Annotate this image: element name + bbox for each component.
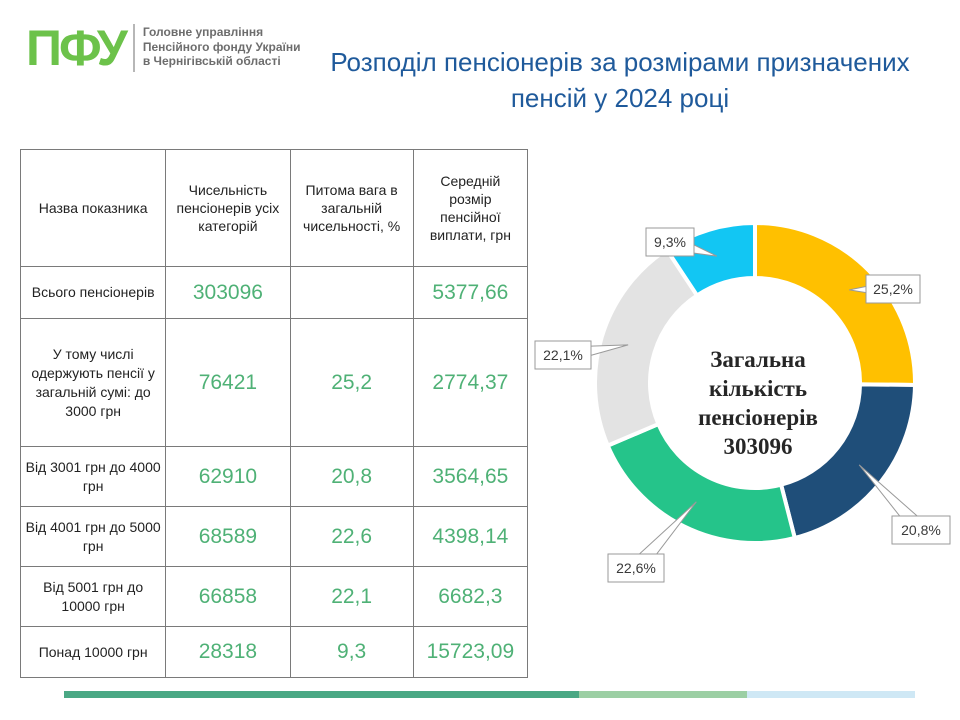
logo-line: Пенсійного фонду України bbox=[142, 39, 301, 54]
page-title: Розподіл пенсіонерів за розмірами призна… bbox=[290, 44, 950, 116]
row-average: 6682,3 bbox=[412, 566, 529, 627]
row-share: 22,1 bbox=[289, 566, 414, 627]
row-average: 3564,65 bbox=[412, 446, 529, 507]
row-count: 66858 bbox=[165, 566, 291, 627]
row-label: Понад 10000 грн bbox=[19, 626, 167, 678]
table-row: Понад 10000 грн 28318 9,3 15723,09 bbox=[19, 626, 529, 678]
logo-divider bbox=[132, 24, 135, 72]
table-row: Від 3001 грн до 4000 грн 62910 20,8 3564… bbox=[19, 446, 529, 507]
row-label: У тому числі одержують пенсії у загальні… bbox=[19, 318, 167, 447]
center-line: Загальна bbox=[710, 347, 806, 372]
bottom-bar-segment-1 bbox=[64, 691, 579, 698]
row-label: Всього пенсіонерів bbox=[19, 266, 167, 319]
callout-box bbox=[645, 227, 695, 257]
center-line: кількість bbox=[708, 376, 808, 401]
header-indicator: Назва показника bbox=[19, 149, 167, 267]
row-label: Від 3001 грн до 4000 грн bbox=[19, 446, 167, 507]
callout-box bbox=[607, 553, 665, 583]
title-line: Розподіл пенсіонерів за розмірами призна… bbox=[330, 47, 910, 77]
row-label: Від 5001 грн до 10000 грн bbox=[19, 566, 167, 627]
logo-text: Головне управління Пенсійного фонду Укра… bbox=[143, 25, 318, 69]
center-line: пенсіонерів bbox=[698, 405, 818, 430]
row-average: 15723,09 bbox=[412, 626, 529, 678]
row-count: 303096 bbox=[165, 266, 291, 319]
callout-box bbox=[891, 515, 951, 545]
table-row: Від 5001 грн до 10000 грн 66858 22,1 668… bbox=[19, 566, 529, 627]
table-row: Від 4001 грн до 5000 грн 68589 22,6 4398… bbox=[19, 506, 529, 567]
title-line: пенсій у 2024 році bbox=[510, 83, 730, 113]
slice-callout: 9,3% bbox=[645, 227, 718, 257]
callout-box bbox=[534, 340, 592, 370]
row-share: 25,2 bbox=[289, 318, 414, 447]
table-row: Всього пенсіонерів 303096 5377,66 bbox=[19, 266, 529, 319]
slice-callout: 22,6% bbox=[607, 501, 697, 583]
row-share bbox=[289, 266, 414, 319]
callout-box bbox=[865, 274, 921, 304]
slice-callout: 25,2% bbox=[849, 274, 921, 304]
table-row: У тому числі одержують пенсії у загальні… bbox=[19, 318, 529, 447]
row-average: 4398,14 bbox=[412, 506, 529, 567]
slice-callout: 22,1% bbox=[534, 340, 629, 370]
logo-line: Головне управління bbox=[142, 25, 264, 39]
logo-mark: ПФУ bbox=[26, 20, 128, 76]
row-count: 62910 bbox=[165, 446, 291, 507]
row-share: 9,3 bbox=[289, 626, 414, 678]
header-average: Середній розмір пенсійної виплати, грн bbox=[412, 149, 529, 267]
data-label: 25,2% bbox=[873, 281, 913, 297]
donut-chart: 25,2% 20,8% 22,6% 22,1% 9,3% bbox=[534, 220, 951, 583]
row-count: 28318 bbox=[165, 626, 291, 678]
row-average: 2774,37 bbox=[412, 318, 529, 447]
bottom-bar-segment-2 bbox=[579, 691, 747, 698]
data-label: 22,1% bbox=[543, 347, 583, 363]
row-count: 76421 bbox=[165, 318, 291, 447]
pfu-logo: ПФУ Головне управління Пенсійного фонду … bbox=[26, 20, 318, 76]
chart-center-text: Загальна кількість пенсіонерів 303096 bbox=[673, 345, 843, 461]
slice-callout: 20,8% bbox=[858, 464, 951, 545]
row-label: Від 4001 грн до 5000 грн bbox=[19, 506, 167, 567]
logo-line: в Чернігівській області bbox=[142, 54, 281, 68]
table-header-row: Назва показника Чисельність пенсіонерів … bbox=[19, 149, 529, 267]
header-count: Чисельність пенсіонерів усіх категорій bbox=[165, 149, 291, 267]
bottom-bar-segment-3 bbox=[747, 691, 915, 698]
center-line: 303096 bbox=[723, 434, 793, 459]
donut-slice bbox=[753, 220, 917, 388]
pension-table: Назва показника Чисельність пенсіонерів … bbox=[19, 149, 529, 678]
data-label: 20,8% bbox=[901, 522, 941, 538]
row-share: 20,8 bbox=[289, 446, 414, 507]
data-label: 22,6% bbox=[616, 560, 656, 576]
row-average: 5377,66 bbox=[412, 266, 529, 319]
row-share: 22,6 bbox=[289, 506, 414, 567]
row-count: 68589 bbox=[165, 506, 291, 567]
data-label: 9,3% bbox=[654, 234, 686, 250]
header-share: Питома вага в загальній чисельності, % bbox=[289, 149, 414, 267]
